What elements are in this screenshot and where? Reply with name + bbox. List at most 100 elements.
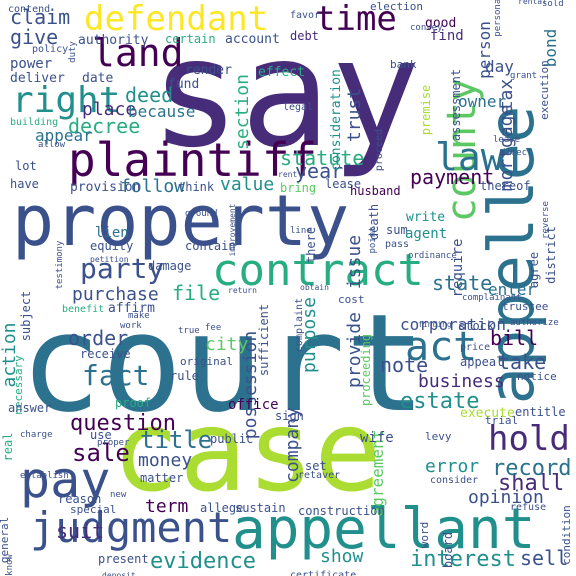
word-complaint: complaint — [294, 298, 305, 352]
word-matter: matter — [140, 471, 183, 485]
word-right: right — [12, 80, 120, 121]
word-business: business — [418, 371, 505, 392]
word-enter: enter — [488, 280, 537, 299]
word-damage: damage — [148, 259, 191, 273]
word-establish: establish — [20, 471, 69, 481]
word-thereof: thereof — [480, 179, 531, 193]
word-certain: certain — [165, 32, 216, 46]
word-law: law — [435, 135, 504, 179]
word-fee: fee — [205, 323, 221, 333]
word-good: good — [425, 16, 456, 31]
word-trial: trial — [485, 414, 518, 427]
word-day: day — [485, 57, 514, 76]
word-lot: lot — [15, 159, 37, 173]
word-give: give — [10, 25, 58, 49]
word-use: use — [90, 428, 112, 442]
word-cost: cost — [338, 293, 365, 306]
word-notice: notice — [517, 370, 557, 383]
word-lien: lien — [95, 225, 129, 241]
word-trust: trust — [344, 88, 365, 142]
word-affirm: affirm — [108, 301, 155, 316]
word-require: require — [450, 238, 466, 297]
word-city: city — [205, 334, 249, 355]
word-public: public — [210, 432, 253, 446]
word-know: know — [5, 554, 15, 576]
word-authorize: authorize — [510, 318, 559, 328]
word-statute: statute — [280, 146, 364, 170]
word-evidence: evidence — [150, 549, 256, 574]
word-effect: effect — [258, 65, 305, 80]
word-consider: consider — [430, 475, 478, 486]
word-proceeding: proceeding — [359, 334, 373, 406]
word-error: error — [425, 456, 479, 477]
word-have: have — [10, 177, 39, 191]
word-value: value — [220, 174, 274, 195]
word-write: write — [406, 210, 445, 225]
word-favor: favor — [290, 10, 320, 21]
word-sum: sum — [386, 223, 408, 237]
word-county: county — [439, 78, 485, 223]
word-provision: provision — [70, 180, 140, 195]
word-reason: reason — [58, 492, 101, 506]
word-wife: wife — [360, 430, 394, 446]
word-action: action — [0, 322, 20, 387]
word-rule: rule — [170, 369, 199, 383]
word-party: party — [80, 252, 164, 285]
word-opinion: opinion — [468, 487, 544, 508]
word-there: there — [304, 227, 318, 263]
word-bring: bring — [280, 181, 316, 195]
word-duty: duty — [68, 41, 78, 63]
word-receive: receive — [80, 347, 131, 361]
word-building: building — [10, 117, 58, 128]
word-sale: sale — [72, 439, 130, 467]
word-stock: stock — [458, 319, 495, 333]
word-proper: proper — [97, 438, 130, 448]
word-bill: bill — [490, 326, 538, 350]
word-purchase: purchase — [72, 284, 159, 305]
word-legal: legal — [283, 102, 313, 113]
word-direct: direct — [500, 148, 533, 158]
word-office: office — [228, 397, 279, 413]
word-contain: contain — [185, 239, 236, 253]
word-lease: lease — [325, 177, 361, 191]
word-subject: subject — [19, 291, 33, 342]
word-state: state — [432, 271, 492, 295]
word-price: price — [460, 342, 490, 353]
word-pass: pass — [385, 239, 409, 250]
word-obtain: obtain — [300, 283, 329, 292]
word-husband: husband — [350, 184, 401, 198]
word-tax: tax — [496, 79, 517, 112]
word-find: find — [430, 28, 464, 44]
word-set: set — [305, 459, 327, 473]
word-contend: contend — [8, 4, 50, 15]
word-bond: bond — [541, 29, 560, 68]
word-record: record — [492, 456, 571, 481]
word-word: word — [418, 522, 431, 549]
word-retaver: retaver — [298, 470, 340, 481]
word-personal: personal — [493, 0, 503, 37]
word-sustain: sustain — [235, 501, 286, 515]
word-grant: grant — [510, 71, 537, 81]
word-line: line — [290, 226, 312, 236]
word-execute: execute — [460, 406, 515, 421]
word-section: section — [232, 74, 253, 150]
word-interest: interest — [410, 547, 516, 572]
word-take: take — [498, 350, 546, 374]
word-leave: leave — [493, 135, 520, 145]
word-work: work — [120, 321, 142, 331]
word-refuse: refuse — [510, 502, 546, 513]
word-possession: possession — [240, 331, 261, 439]
word-fund: fund — [168, 77, 199, 92]
word-time: time — [315, 0, 397, 39]
word-sell: sell — [520, 546, 568, 570]
word-construction: construction — [298, 504, 385, 518]
word-charge: charge — [20, 430, 53, 440]
word-suit: suit — [56, 519, 104, 543]
word-allege: allege — [200, 501, 243, 515]
word-assessment: assessment — [449, 69, 463, 141]
word-follow: follow — [120, 176, 185, 197]
word-contract: contract — [212, 245, 424, 296]
word-ground: ground — [185, 209, 218, 219]
word-levy: levy — [425, 430, 452, 443]
